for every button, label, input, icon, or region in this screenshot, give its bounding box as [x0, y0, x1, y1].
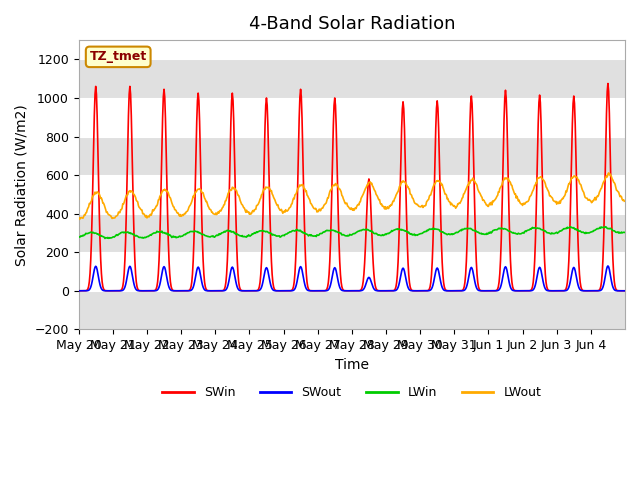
Bar	[79, 136, 625, 175]
Bar	[79, 291, 625, 329]
X-axis label: Time: Time	[335, 358, 369, 372]
Legend: SWin, SWout, LWin, LWout: SWin, SWout, LWin, LWout	[157, 381, 546, 404]
Y-axis label: Solar Radiation (W/m2): Solar Radiation (W/m2)	[15, 104, 29, 265]
Bar	[79, 214, 625, 252]
Text: TZ_tmet: TZ_tmet	[90, 50, 147, 63]
Bar	[79, 60, 625, 98]
Title: 4-Band Solar Radiation: 4-Band Solar Radiation	[248, 15, 455, 33]
